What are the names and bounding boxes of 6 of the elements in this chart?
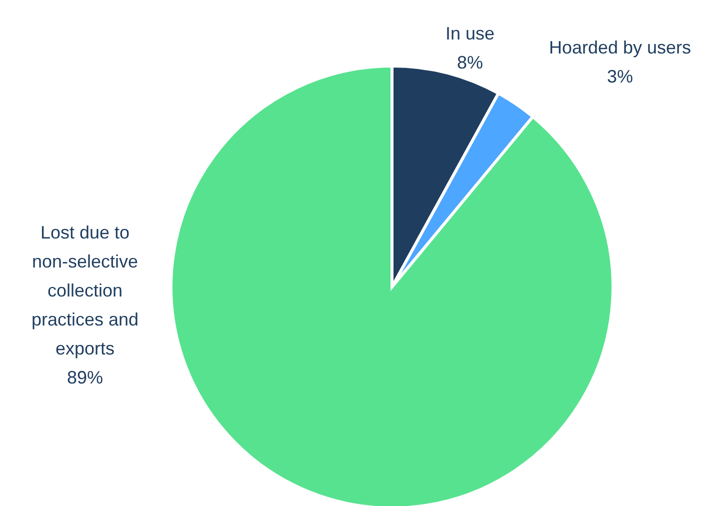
- data-label: 8%: [456, 52, 484, 72]
- slice-label: Hoarded by users: [548, 38, 692, 58]
- data-label: 89%: [66, 368, 104, 388]
- slice-label: Lost due to non-selective collection practices and exports: [31, 222, 139, 358]
- data-label: 3%: [606, 66, 634, 86]
- slice-label: In use: [445, 24, 495, 44]
